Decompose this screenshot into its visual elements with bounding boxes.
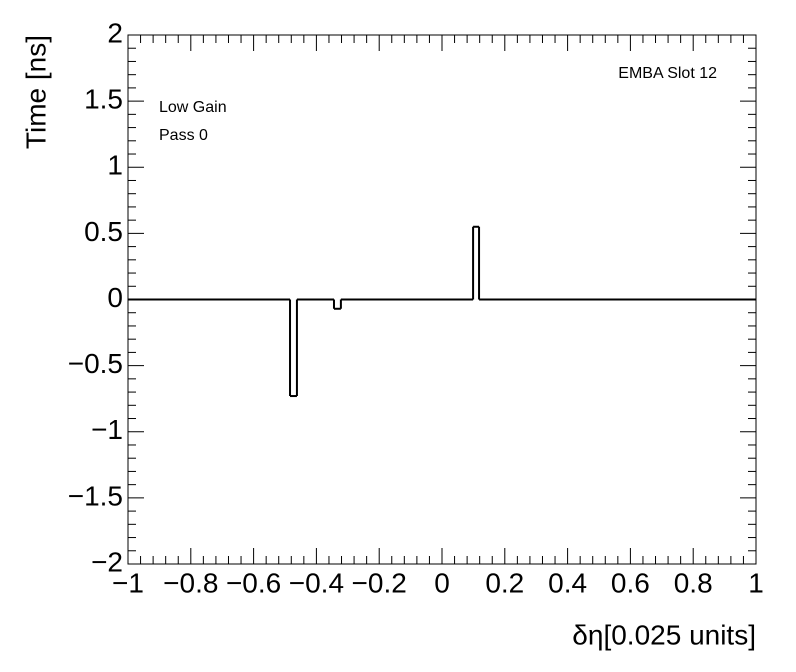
x-tick-label: 0.2 <box>485 567 524 598</box>
x-tick-label: 0 <box>434 567 450 598</box>
x-tick-label: 1 <box>748 567 764 598</box>
y-tick-label: −1.5 <box>68 480 123 511</box>
x-tick-label: −0.4 <box>289 567 344 598</box>
annotation: Pass 0 <box>159 127 208 144</box>
x-tick-label: −1 <box>112 567 144 598</box>
y-tick-label: −1 <box>91 414 123 445</box>
x-tick-label: 0.8 <box>674 567 713 598</box>
y-tick-label: 1.5 <box>84 84 123 115</box>
x-tick-label: −0.8 <box>163 567 218 598</box>
x-tick-label: −0.6 <box>226 567 281 598</box>
annotation: EMBA Slot 12 <box>618 65 717 82</box>
y-tick-label: 0 <box>107 282 123 313</box>
x-tick-label: −0.2 <box>352 567 407 598</box>
x-axis-title: δη[0.025 units] <box>572 619 756 650</box>
annotation: Low Gain <box>159 99 227 116</box>
y-tick-label: −0.5 <box>68 348 123 379</box>
y-tick-label: 1 <box>107 150 123 181</box>
y-tick-label: −2 <box>91 546 123 577</box>
y-tick-label: 0.5 <box>84 216 123 247</box>
y-axis-title: Time [ns] <box>20 35 51 149</box>
y-tick-label: 2 <box>107 17 123 48</box>
x-tick-label: 0.4 <box>548 567 587 598</box>
x-tick-label: 0.6 <box>611 567 650 598</box>
